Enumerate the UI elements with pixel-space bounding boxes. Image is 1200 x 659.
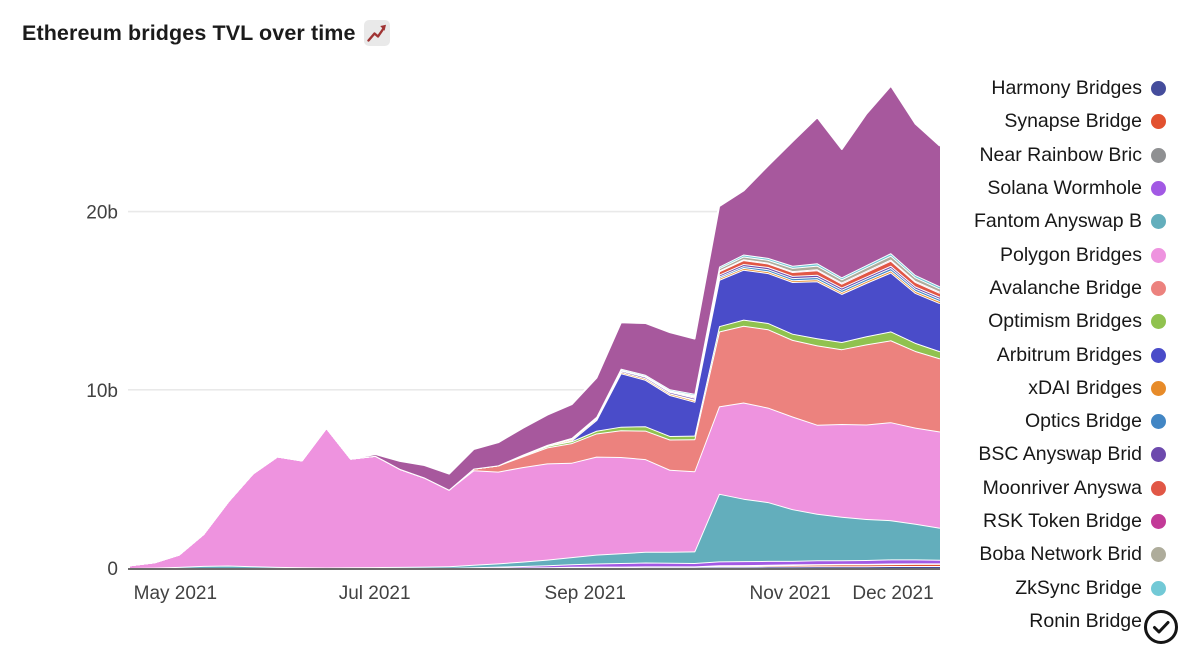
legend-item-label: RSK Token Bridge (983, 510, 1142, 532)
legend-item-label: BSC Anyswap Brid (978, 443, 1142, 466)
y-tick-label: 20b (86, 203, 118, 224)
area-ronin[interactable] (130, 85, 940, 566)
chart-increasing-emoji-icon (363, 20, 390, 46)
legend-item-label: Polygon Bridges (999, 243, 1142, 266)
legend-item-dot (1151, 547, 1166, 563)
legend-item-polygon[interactable]: Polygon Bridges (1000, 238, 1166, 271)
legend-item-dot (1151, 414, 1166, 430)
area-polygon[interactable] (130, 402, 940, 569)
page-title: Ethereum bridges TVL over time (22, 20, 356, 45)
x-tick-label: Nov 2021 (749, 583, 830, 604)
legend-item-dot (1151, 147, 1166, 163)
legend-item-dot (1151, 280, 1166, 296)
legend-item-dot (1151, 247, 1166, 263)
legend-item-fantom[interactable]: Fantom Anyswap B (974, 205, 1166, 238)
x-tick-label: Jul 2021 (339, 583, 411, 604)
legend-item-optics[interactable]: Optics Bridge (1025, 405, 1166, 438)
legend-item-moonriver[interactable]: Moonriver Anyswa (983, 472, 1166, 505)
area-avalanche[interactable] (130, 325, 940, 566)
y-tick-label: 10b (86, 381, 118, 402)
legend-item-label: Optics Bridge (1024, 410, 1142, 433)
legend-item-label: Ronin Bridge (1029, 609, 1142, 632)
legend-item-zksync[interactable]: ZkSync Bridge (1015, 571, 1166, 604)
y-tick-label: 0 (107, 559, 118, 580)
area-top-edge-ronin (129, 84, 941, 567)
area-arbitrum[interactable] (130, 269, 940, 566)
x-tick-label: Dec 2021 (852, 583, 933, 604)
legend-item-label: Solana Wormhole (987, 177, 1142, 200)
legend-item-label: Harmony Bridges (991, 77, 1142, 100)
legend-item-label: Boba Network Brid (979, 543, 1142, 566)
area-fantom[interactable] (130, 493, 940, 568)
legend-item-dot (1151, 214, 1166, 230)
legend-item-dot (1151, 114, 1166, 130)
legend-item-solana-wormhole[interactable]: Solana Wormhole (987, 172, 1166, 205)
legend-item-dot (1151, 81, 1166, 97)
legend-item-label: Fantom Anyswap B (974, 210, 1142, 233)
legend-item-label: Avalanche Bridge (989, 276, 1143, 299)
legend-item-dot (1151, 347, 1166, 363)
legend-item-label: Synapse Bridge (1004, 110, 1142, 133)
legend-item-rsk[interactable]: RSK Token Bridge (983, 505, 1166, 538)
legend-item-harmony[interactable]: Harmony Bridges (991, 72, 1166, 105)
legend-item-label: xDAI Bridges (1028, 376, 1142, 399)
legend-item-label: Near Rainbow Bric (979, 143, 1142, 166)
legend-item-boba[interactable]: Boba Network Brid (979, 538, 1166, 571)
x-tick-label: May 2021 (134, 583, 217, 604)
legend-item-avalanche[interactable]: Avalanche Bridge (989, 272, 1166, 305)
x-tick-label: Sep 2021 (545, 583, 626, 604)
legend-item-dot (1151, 380, 1166, 396)
legend-item-label: Moonriver Anyswa (982, 476, 1142, 499)
legend-item-synapse[interactable]: Synapse Bridge (1004, 105, 1166, 138)
legend-item-near-rainbow[interactable]: Near Rainbow Bric (979, 139, 1166, 172)
legend-item-dot (1151, 580, 1166, 596)
legend-item-dot (1151, 314, 1166, 330)
legend-item-label: ZkSync Bridge (1015, 576, 1142, 599)
legend-item-optimism[interactable]: Optimism Bridges (988, 305, 1166, 338)
legend-item-dot (1151, 447, 1166, 463)
legend-item-arbitrum[interactable]: Arbitrum Bridges (997, 338, 1166, 371)
legend: Harmony Bridges Synapse Bridge Near Rainbo… (974, 72, 1166, 638)
area-optimism[interactable] (130, 319, 940, 566)
chart-title-row: Ethereum bridges TVL over time (22, 20, 390, 46)
legend-item-label: Optimism Bridges (988, 310, 1142, 333)
legend-item-dot (1151, 514, 1166, 529)
legend-item-xdai[interactable]: xDAI Bridges (1028, 372, 1166, 405)
check-badge-icon[interactable] (1142, 608, 1180, 646)
legend-item-bsc-anyswap[interactable]: BSC Anyswap Brid (978, 438, 1166, 471)
legend-item-dot (1151, 181, 1166, 197)
legend-item-dot (1151, 480, 1166, 496)
legend-item-label: Arbitrum Bridges (996, 343, 1142, 366)
